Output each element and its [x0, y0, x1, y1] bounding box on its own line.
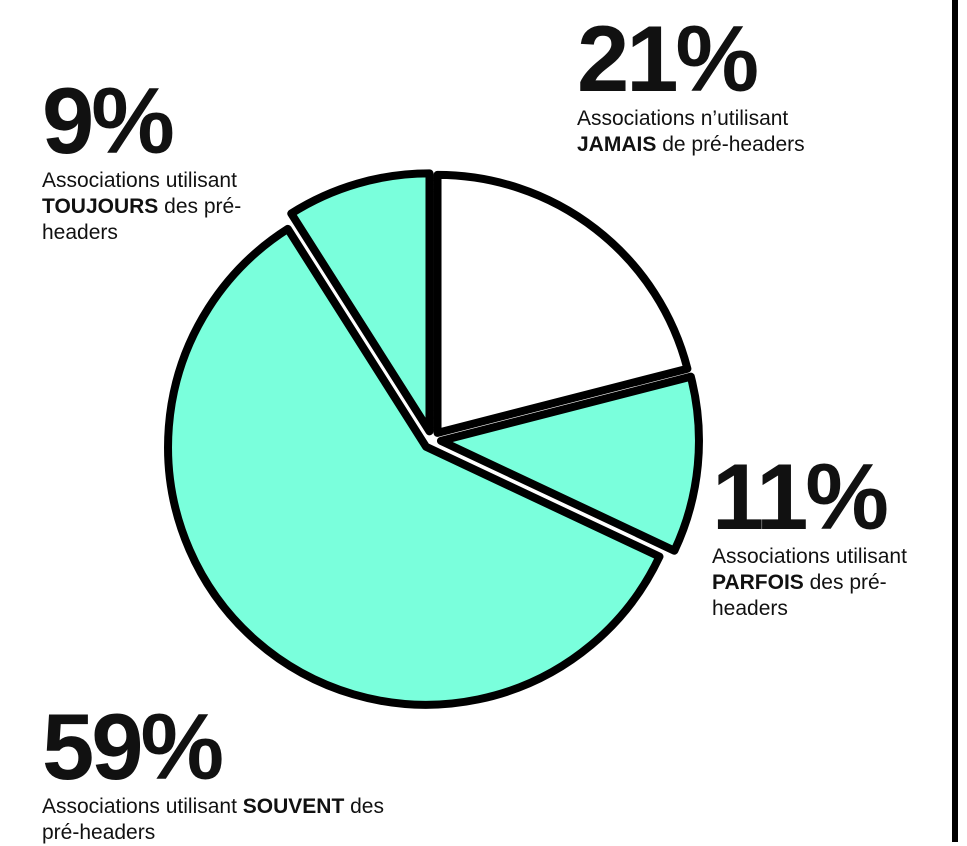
slice-label: 21% Associations n’utilisant JAMAIS de pr… [577, 6, 817, 158]
emphasis-text: JAMAIS [577, 133, 657, 156]
description-text: Associations utilisant [712, 545, 907, 568]
description: Associations utilisant PARFOIS des pré-h… [712, 544, 932, 622]
pie-slice [433, 170, 692, 437]
description-text: des pré-headers [42, 795, 384, 844]
slice-label: 59% Associations utilisant SOUVENT des pr… [42, 694, 387, 846]
description-text: des pré-headers [712, 571, 887, 620]
emphasis-text: PARFOIS [712, 571, 804, 594]
description-text: de pré-headers [656, 133, 805, 156]
description-text: Associations utilisant [42, 795, 243, 818]
description-text: des pré-headers [42, 195, 242, 244]
description-text: Associations utilisant [42, 169, 237, 192]
description: Associations n’utilisant JAMAIS de pré-h… [577, 106, 817, 158]
percent-label: 11% [712, 444, 889, 549]
description: Associations utilisant TOUJOURS des pré-… [42, 168, 317, 246]
description: Associations utilisant SOUVENT des pré-h… [42, 794, 387, 846]
slice-label: 11% Associations utilisant PARFOIS des pr… [712, 444, 932, 622]
percent-label: 59% [42, 694, 224, 799]
pie-slice [287, 169, 434, 436]
emphasis-text: TOUJOURS [42, 195, 159, 218]
percent-label: 21% [577, 6, 759, 111]
pie-slice [436, 372, 703, 555]
emphasis-text: SOUVENT [242, 795, 345, 818]
percent-label: 9% [42, 68, 175, 173]
slice-label: 9% Associations utilisant TOUJOURS des pr… [42, 68, 317, 246]
description-text: Associations n’utilisant [577, 107, 789, 130]
pie-slice [164, 224, 664, 709]
